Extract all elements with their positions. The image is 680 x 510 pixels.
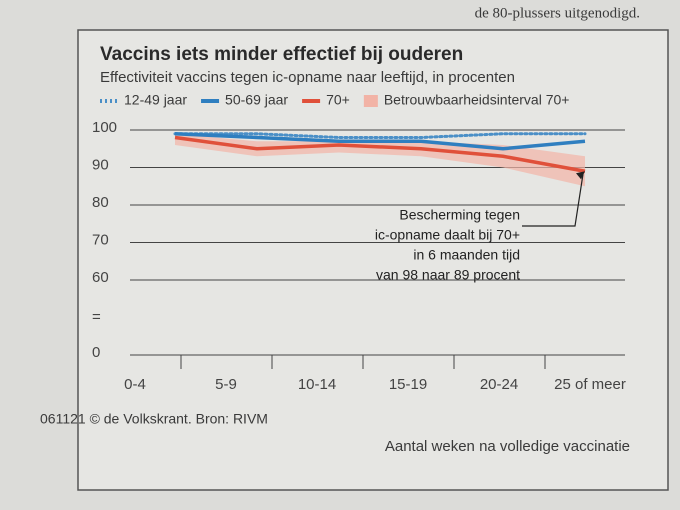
y-tick-label: 90 bbox=[92, 156, 109, 173]
series-line bbox=[174, 135, 586, 173]
chart-title: Vaccins iets minder effectief bij oudere… bbox=[100, 44, 463, 65]
y-tick-label: 0 bbox=[92, 344, 100, 361]
y-tick-label: 80 bbox=[92, 194, 109, 211]
arrow-head bbox=[576, 171, 585, 180]
series-line bbox=[173, 132, 587, 139]
x-tick-label: 20-24 bbox=[480, 376, 518, 393]
annotation-arrow bbox=[522, 174, 584, 227]
y-tick-label: 70 bbox=[92, 231, 109, 248]
legend-label: 12-49 jaar bbox=[124, 92, 187, 108]
y-tick-label: 60 bbox=[92, 269, 109, 286]
x-tick-label: 5-9 bbox=[215, 376, 237, 393]
series-line bbox=[174, 132, 586, 151]
legend-label: 70+ bbox=[326, 92, 350, 108]
header-text: de 80-plussers uitgenodigd. bbox=[475, 5, 640, 21]
x-axis-title: Aantal weken na volledige vaccinatie bbox=[385, 438, 630, 455]
legend-label: Betrouwbaarheidsinterval 70+ bbox=[384, 92, 570, 108]
annotation: Bescherming tegen bbox=[399, 207, 520, 223]
annotation: in 6 maanden tijd bbox=[413, 247, 520, 263]
x-tick-label: 0-4 bbox=[124, 376, 146, 393]
legend-label: 50-69 jaar bbox=[225, 92, 288, 108]
annotation: van 98 naar 89 procent bbox=[376, 267, 520, 283]
chart-subtitle: Effectiviteit vaccins tegen ic-opname na… bbox=[100, 69, 515, 86]
x-tick-label: 15-19 bbox=[389, 376, 427, 393]
x-tick-label: 10-14 bbox=[298, 376, 336, 393]
y-tick-label: 100 bbox=[92, 119, 117, 136]
legend-swatch bbox=[363, 95, 378, 107]
source: 061121 © de Volkskrant. Bron: RIVM bbox=[40, 411, 268, 427]
annotation: ic-opname daalt bij 70+ bbox=[375, 227, 520, 243]
axis-break: = bbox=[92, 308, 101, 325]
x-tick-label: 25 of meer bbox=[554, 376, 626, 393]
